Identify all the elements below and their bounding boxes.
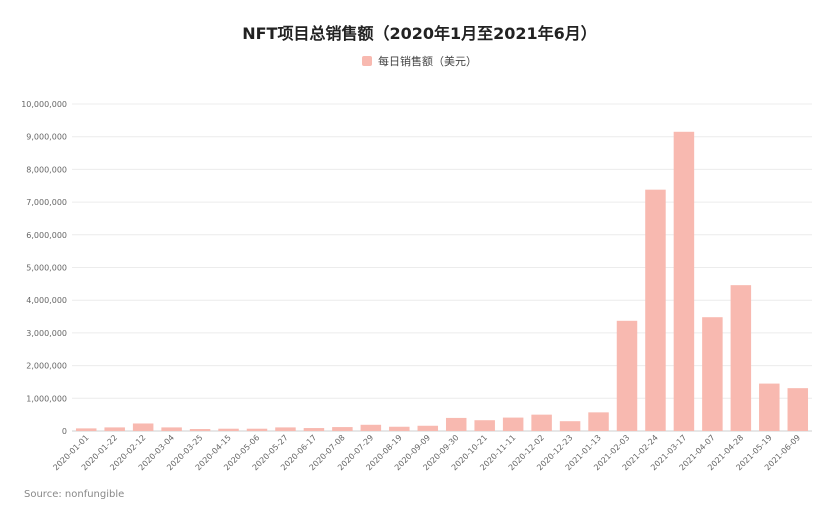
legend-swatch [362, 56, 372, 66]
y-tick-label: 1,000,000 [26, 394, 67, 403]
bar-2020-07-29[interactable] [360, 424, 382, 431]
chart-legend[interactable]: 每日销售额（美元） [0, 53, 839, 69]
y-tick-label: 2,000,000 [26, 362, 67, 371]
bar-2020-04-15[interactable] [218, 428, 239, 431]
bar-2020-06-17[interactable] [303, 428, 325, 431]
legend-label: 每日销售额（美元） [378, 55, 477, 68]
bar-2020-09-30[interactable] [445, 417, 467, 431]
bar-2020-01-01[interactable] [75, 428, 97, 431]
bar-2020-11-11[interactable] [502, 417, 524, 431]
bar-2020-10-21[interactable] [474, 420, 495, 431]
bar-2021-02-03[interactable] [616, 320, 638, 431]
chart-title: NFT项目总销售额（2020年1月至2021年6月） [242, 24, 597, 43]
y-tick-label: 7,000,000 [26, 198, 67, 207]
bar-2020-08-19[interactable] [389, 426, 410, 431]
bar-2020-12-23[interactable] [559, 421, 581, 431]
y-tick-label: 5,000,000 [26, 264, 67, 273]
bar-2021-02-24[interactable] [645, 189, 666, 431]
y-tick-label: 6,000,000 [26, 231, 67, 240]
bar-2020-05-06[interactable] [246, 428, 268, 431]
y-tick-label: 0 [62, 427, 67, 436]
bar-2021-04-07[interactable] [702, 317, 723, 431]
y-tick-label: 8,000,000 [26, 165, 67, 174]
bar-2020-03-04[interactable] [161, 427, 182, 431]
bar-2020-05-27[interactable] [275, 427, 296, 431]
bar-2020-07-08[interactable] [332, 427, 353, 431]
chart-source: Source: nonfungible [24, 489, 125, 500]
y-tick-label: 3,000,000 [26, 329, 67, 338]
bar-2020-03-25[interactable] [189, 429, 211, 431]
bar-2021-05-19[interactable] [759, 383, 780, 431]
bar-2020-09-09[interactable] [417, 425, 439, 431]
bar-2021-06-09[interactable] [787, 388, 809, 431]
bar-2021-03-17[interactable] [673, 131, 695, 432]
bar-2021-01-13[interactable] [588, 412, 609, 431]
bar-2020-12-02[interactable] [531, 414, 552, 431]
y-tick-label: 9,000,000 [26, 133, 67, 142]
bar-2021-04-28[interactable] [730, 285, 752, 431]
bar-2020-01-22[interactable] [104, 427, 125, 431]
y-tick-label: 4,000,000 [26, 296, 67, 305]
bar-2020-02-12[interactable] [132, 423, 154, 431]
y-tick-label: 10,000,000 [21, 100, 67, 109]
